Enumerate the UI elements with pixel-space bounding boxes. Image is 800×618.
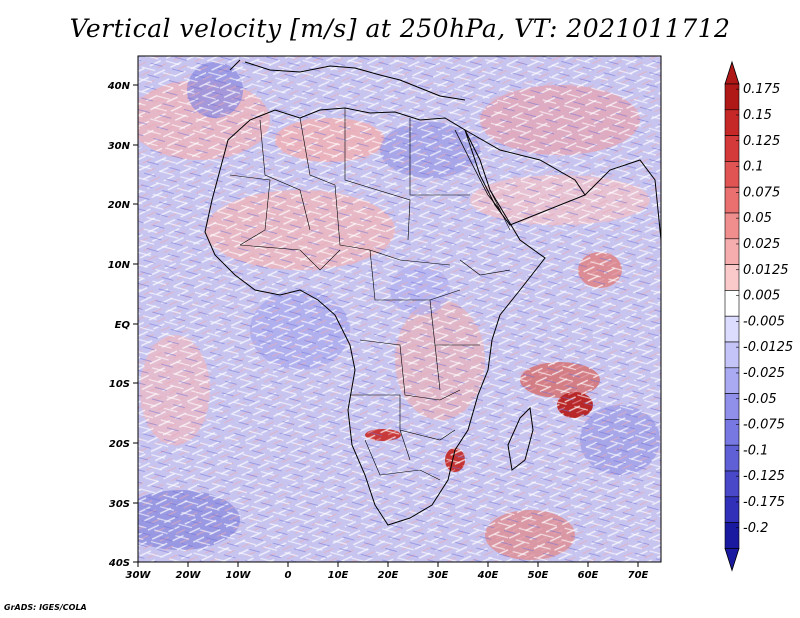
coastlines [204, 59, 661, 526]
colorbar-swatch [724, 419, 740, 446]
colorbar-swatch [724, 367, 740, 394]
colorbar-swatch [724, 161, 740, 188]
colorbar-label: 0.175 [743, 82, 780, 97]
colorbar-swatch [724, 186, 740, 214]
colorbar-swatch [724, 83, 740, 111]
lon-label: 10W [226, 570, 252, 581]
lat-label: 20N [108, 200, 131, 211]
colorbar-swatch [724, 522, 740, 549]
colorbar-label: 0.125 [743, 134, 780, 149]
colorbar-label: -0.2 [743, 521, 768, 536]
chart-title: Vertical velocity [m/s] at 250hPa, VT: 2… [69, 14, 731, 43]
credit-text: GrADS: IGES/COLA [4, 603, 87, 612]
country-borders [229, 108, 511, 481]
colorbar-swatch [724, 109, 740, 136]
map-frame [137, 55, 662, 563]
colorbar-swatch [724, 341, 740, 369]
colorbar-label: 0.0125 [743, 263, 789, 278]
colorbar-swatch [724, 238, 740, 265]
lat-label: 30N [108, 141, 131, 152]
colorbar-label: -0.075 [743, 418, 785, 433]
lat-label: EQ [115, 320, 131, 331]
colorbar-label: -0.005 [743, 314, 785, 329]
colorbar-label: 0.005 [743, 289, 780, 304]
colorbar-swatch [724, 496, 740, 523]
lon-label: 30W [126, 570, 152, 581]
longitude-axis: 30W 20W 10W 0 10E 20E 30E 40E 50E 60E 70… [126, 562, 649, 581]
colorbar-label: 0.025 [743, 237, 780, 252]
lon-label: 20E [378, 570, 399, 581]
colorbar-label: -0.05 [743, 392, 777, 407]
lon-label: 50E [528, 570, 549, 581]
colorbar-swatch [724, 444, 740, 472]
colorbar-label: 0.15 [743, 108, 772, 123]
lon-label: 20W [176, 570, 202, 581]
colorbar-swatch [724, 264, 740, 291]
colorbar-label: -0.0125 [743, 340, 793, 355]
latitude-axis: 40N 30N 20N 10N EQ 10S 20S 30S 40S [107, 81, 138, 569]
colorbar-swatch [724, 135, 740, 162]
colorbar-swatch [724, 470, 740, 498]
colorbar-label: -0.025 [743, 366, 785, 381]
lon-label: 40E [477, 570, 499, 581]
lat-label: 40N [107, 81, 131, 92]
colorbar-label: 0.1 [743, 160, 764, 175]
lon-label: 10E [328, 570, 349, 581]
colorbar-swatch [724, 315, 740, 343]
lat-label: 20S [109, 439, 130, 450]
lon-label: 0 [285, 570, 292, 581]
colorbar-swatch [724, 393, 740, 420]
lat-label: 10S [109, 379, 130, 390]
colorbar-label: -0.175 [743, 495, 785, 510]
lat-label: 40S [108, 558, 130, 569]
colorbar-swatch [724, 212, 740, 240]
colorbar-top-arrow [724, 60, 740, 85]
lon-label: 70E [628, 570, 649, 581]
colorbar-label: -0.125 [743, 469, 785, 484]
colorbar-swatch [724, 290, 740, 317]
colorbar-label: 0.05 [743, 211, 772, 226]
lon-label: 30E [428, 570, 449, 581]
colorbar: 0.175 0.15 0.125 0.1 0.075 0.05 0.025 0.0125 0.0… [724, 60, 793, 572]
lat-label: 10N [108, 260, 131, 271]
colorbar-bottom-arrow [724, 548, 740, 572]
colorbar-label: -0.1 [743, 443, 768, 458]
lat-label: 30S [109, 499, 130, 510]
lon-label: 60E [578, 570, 599, 581]
vertical-velocity-field [138, 56, 661, 562]
colorbar-label: 0.075 [743, 185, 780, 200]
